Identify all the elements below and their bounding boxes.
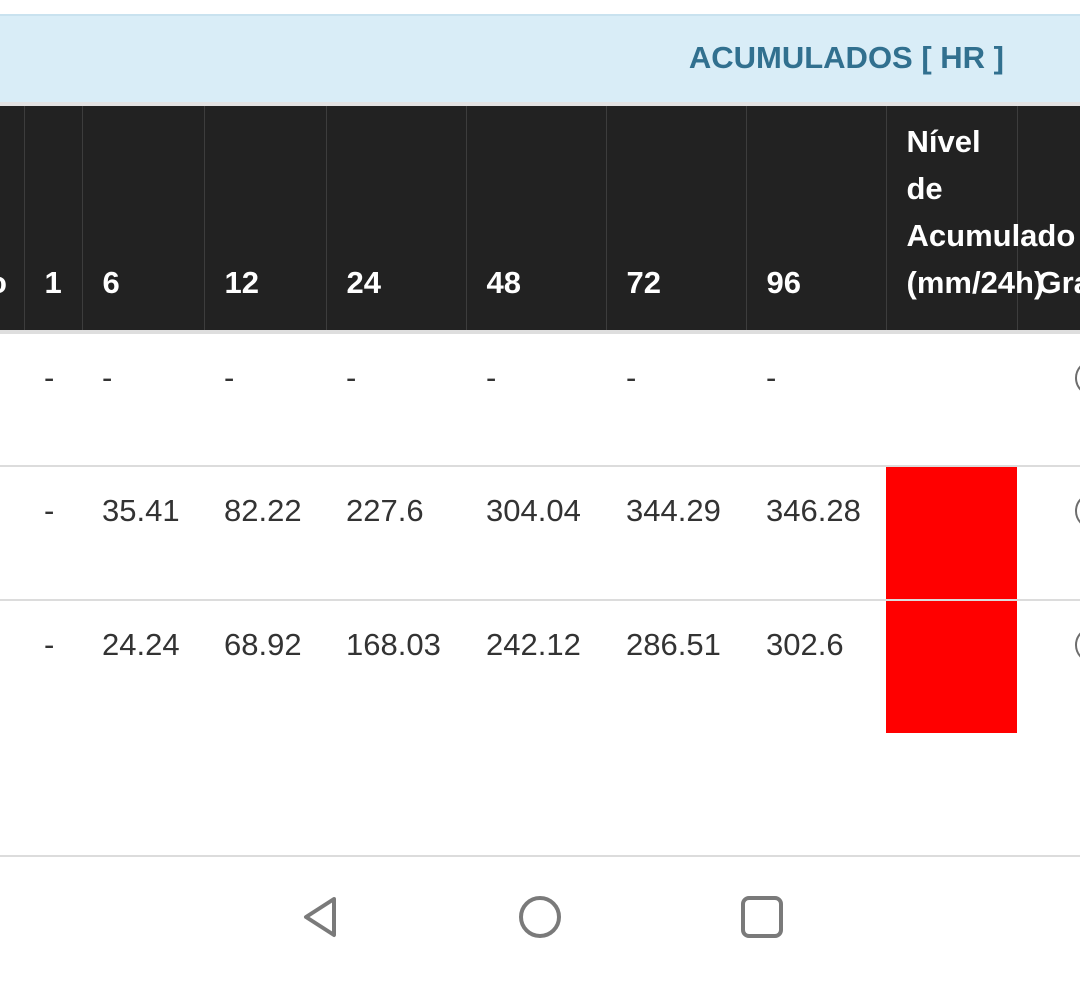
cell-grafico (1017, 599, 1080, 734)
cell-72h: - (626, 360, 637, 395)
header-12h: 12 (203, 106, 326, 332)
cell-12h: 68.92 (204, 599, 326, 734)
table-row: - 35.41 82.22 227.6 304.04 344.29 346.28 (0, 465, 1080, 600)
cell-grafico (1017, 465, 1080, 600)
cell-12h: - (224, 360, 235, 395)
cell-grafico (1017, 332, 1080, 466)
cell-previous (0, 599, 24, 734)
header-separator (0, 102, 1080, 106)
cell-6h: 24.24 (82, 599, 204, 734)
android-navigation-bar (0, 857, 1080, 981)
accumulated-rain-table: o 1 6 12 24 48 72 96 Nível de Acumulado … (0, 106, 1080, 734)
cell-24h: 168.03 (326, 599, 466, 734)
header-grafico: Gra (1016, 106, 1080, 332)
cell-12h: 82.22 (204, 465, 326, 600)
cell-24h: 227.6 (326, 465, 466, 600)
section-banner: ACUMULADOS [ HR ] (0, 14, 1080, 102)
level-color-swatch (886, 334, 1017, 466)
table-bottom-border (0, 855, 1080, 857)
cell-accumulation-level (886, 465, 1017, 600)
table-row: - - - - - - - (0, 332, 1080, 466)
cell-previous (0, 465, 24, 600)
cell-48h: 304.04 (466, 465, 606, 600)
cell-72h: 344.29 (606, 465, 746, 600)
header-1h: 1 (23, 106, 82, 332)
cell-6h: - (102, 360, 113, 395)
cell-accumulation-level (886, 332, 1017, 466)
table-scroll-container[interactable]: o 1 6 12 24 48 72 96 Nível de Acumulado … (0, 106, 1080, 857)
cell-48h: 242.12 (466, 599, 606, 734)
table-row: - 24.24 68.92 168.03 242.12 286.51 302.6 (0, 599, 1080, 734)
table-header-row: o 1 6 12 24 48 72 96 Nível de Acumulado … (0, 106, 1080, 332)
header-96h: 96 (745, 106, 886, 332)
cell-72h: 286.51 (606, 599, 746, 734)
level-color-swatch (886, 601, 1017, 733)
recents-button[interactable] (738, 893, 786, 941)
header-6h: 6 (81, 106, 204, 332)
square-recents-icon (741, 896, 783, 938)
cell-previous (0, 332, 24, 466)
chart-button[interactable] (1075, 360, 1080, 396)
home-button[interactable] (516, 893, 564, 941)
cell-96h: - (766, 360, 777, 395)
cell-1h: - (24, 599, 82, 734)
back-button[interactable] (296, 893, 344, 941)
header-accumulation-level: Nível de Acumulado (mm/24h) (885, 106, 1075, 332)
triangle-back-icon (304, 897, 336, 937)
header-48h: 48 (465, 106, 606, 332)
cell-96h: 302.6 (746, 599, 886, 734)
cell-24h: - (346, 360, 357, 395)
header-previous-column: o (0, 106, 24, 332)
top-strip (0, 0, 1080, 14)
level-color-swatch (886, 467, 1017, 599)
cell-1h: - (44, 360, 55, 395)
cell-1h: - (24, 465, 82, 600)
cell-accumulation-level (886, 599, 1017, 734)
circle-home-icon (519, 896, 561, 938)
header-72h: 72 (605, 106, 746, 332)
header-24h: 24 (325, 106, 466, 332)
section-title: ACUMULADOS [ HR ] (688, 40, 1004, 75)
cell-96h: 346.28 (746, 465, 886, 600)
cell-6h: 35.41 (82, 465, 204, 600)
chart-button[interactable] (1075, 627, 1080, 663)
chart-button[interactable] (1075, 493, 1080, 529)
cell-48h: - (486, 360, 497, 395)
